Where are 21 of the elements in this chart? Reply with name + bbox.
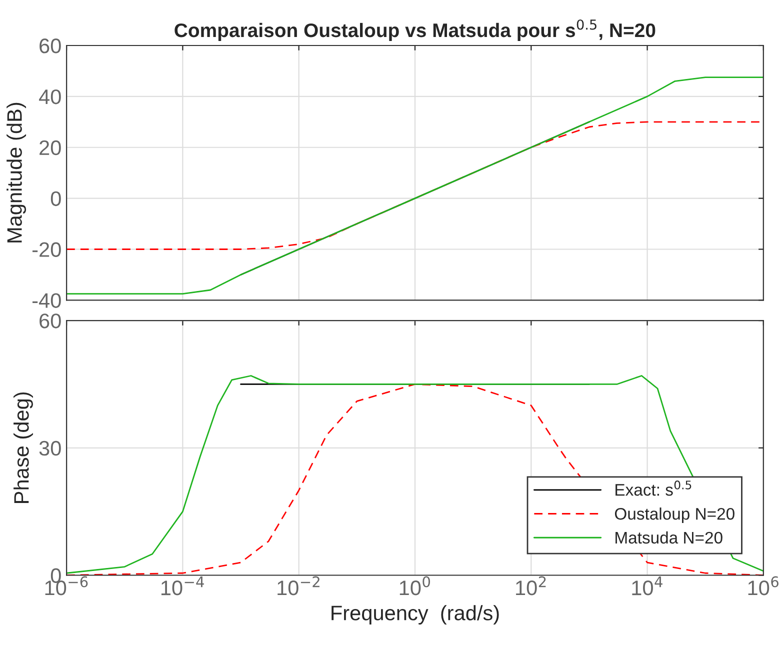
legend-label: Matsuda N=20 [616, 531, 722, 544]
x-tick-label: 10$^{0}$ [400, 576, 430, 596]
chart-title: Comparaison Oustaloup vs Matsuda pour s$^{0.5}$, N=20 [174, 19, 656, 42]
x-tick-label: 10$^{−2}$ [278, 576, 320, 596]
legend-label: Oustaloup N=20 [614, 508, 734, 524]
y-axis-title: Magnitude (dB) [6, 102, 26, 242]
x-tick-label: 10$^{4}$ [632, 576, 662, 596]
y-tick-label: 30 [39, 440, 61, 456]
y-axis-title: Phase (deg) [14, 392, 33, 503]
y-tick-label: 60 [40, 314, 61, 328]
x-axis-title: Frequency (rad/s) [332, 605, 499, 625]
y-tick-label: 20 [40, 140, 61, 156]
y-tick-label: 40 [39, 89, 61, 104]
legend-label: Exact: s$^{0.5}$ [616, 480, 692, 496]
y-tick-label: 0 [50, 191, 61, 206]
y-tick-label: -20 [32, 242, 61, 258]
y-tick-label: -40 [32, 293, 61, 308]
x-tick-label: 10$^{6}$ [748, 576, 778, 596]
x-tick-label: 10$^{−4}$ [161, 576, 204, 596]
y-tick-label: 60 [40, 38, 61, 54]
x-tick-label: 10$^{2}$ [516, 576, 546, 596]
